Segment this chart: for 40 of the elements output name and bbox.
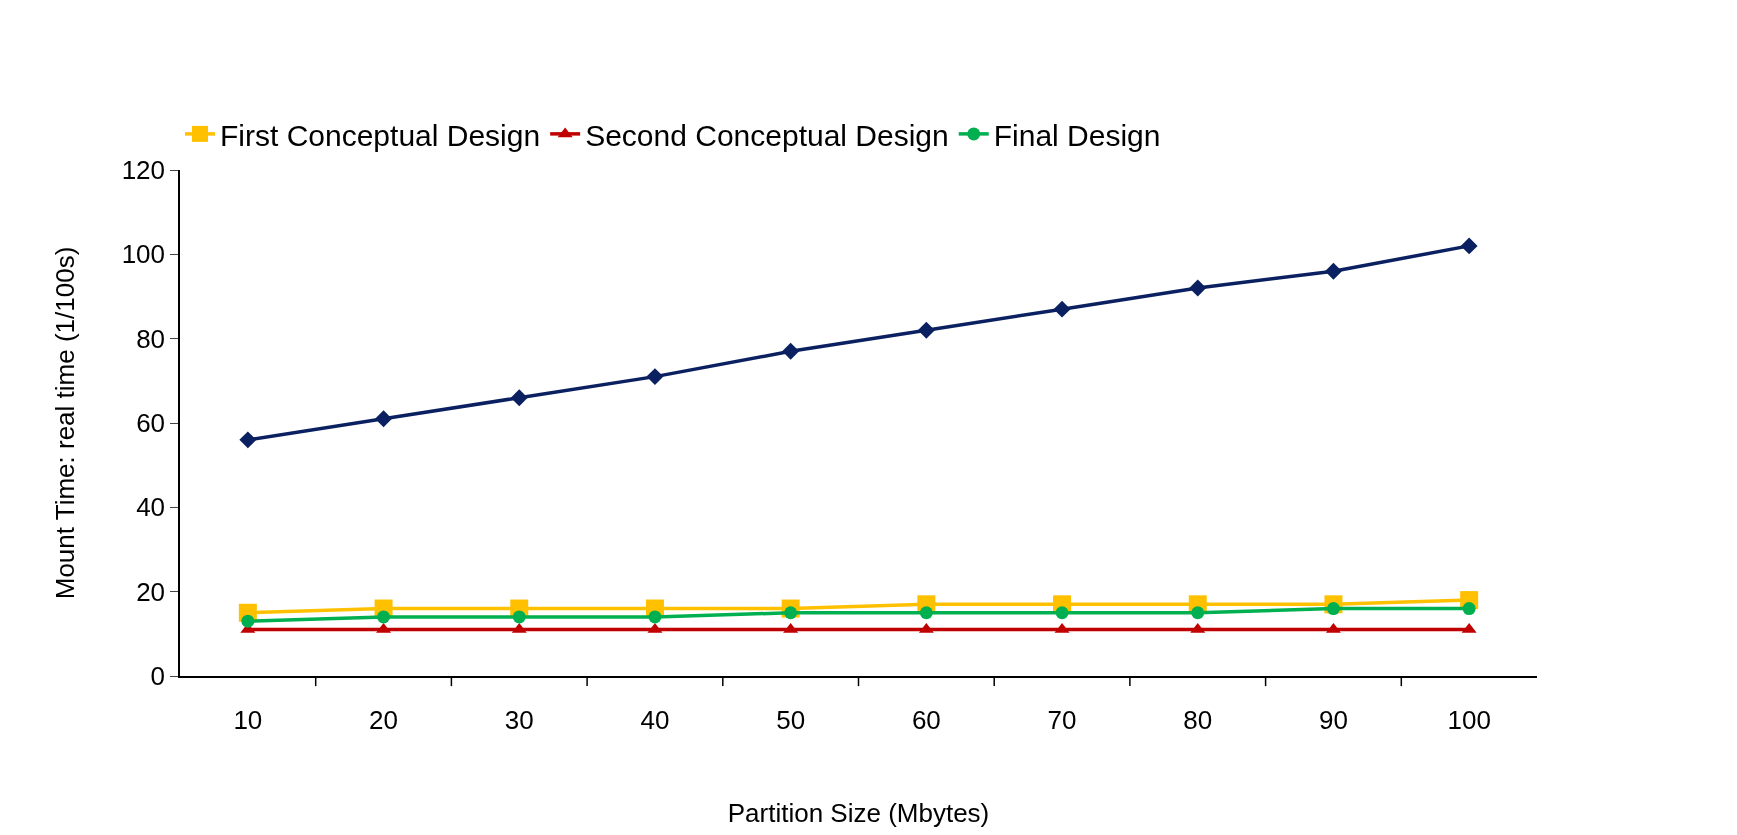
y-tick-label: 60: [136, 408, 166, 439]
point: [1191, 606, 1205, 620]
point: [648, 610, 662, 624]
point: [917, 321, 935, 339]
point: [646, 368, 664, 386]
y-tick-label: 100: [121, 239, 166, 270]
point: [1055, 606, 1069, 620]
point: [1189, 279, 1207, 297]
point: [782, 342, 800, 360]
point: [1325, 262, 1342, 280]
y-axis-title: Mount Time: real time (1/100s): [49, 246, 80, 600]
y-tick-label: 0: [150, 661, 166, 692]
x-tick-label: 60: [911, 704, 941, 735]
point: [375, 410, 392, 428]
x-tick-label: 90: [1318, 704, 1348, 735]
x-axis-title: Partition Size (Mbytes): [727, 798, 990, 829]
point: [512, 610, 526, 624]
point: [239, 431, 257, 449]
x-tick-label: 50: [776, 704, 806, 735]
point: [1462, 602, 1476, 616]
x-tick-label: 70: [1047, 704, 1077, 735]
y-tick-label: 120: [121, 155, 166, 186]
x-tick-label: 10: [233, 704, 263, 735]
legend-label: First Conceptual Design: [220, 118, 541, 152]
point: [377, 610, 391, 624]
point: [1053, 300, 1071, 318]
x-tick-label: 20: [369, 704, 399, 735]
x-tick-label: 100: [1447, 704, 1491, 735]
y-tick-label: 80: [136, 323, 166, 354]
point: [1460, 237, 1478, 255]
y-tick-label: 40: [136, 492, 166, 523]
legend-label: Second Conceptual Design: [585, 118, 949, 152]
legend-label: Final Design: [993, 118, 1161, 152]
point: [241, 614, 255, 628]
point: [510, 389, 528, 407]
y-tick-label: 20: [136, 576, 166, 607]
x-tick-label: 30: [504, 704, 534, 735]
x-tick-label: 40: [640, 704, 670, 735]
x-tick-label: 80: [1183, 704, 1213, 735]
point: [919, 606, 933, 620]
